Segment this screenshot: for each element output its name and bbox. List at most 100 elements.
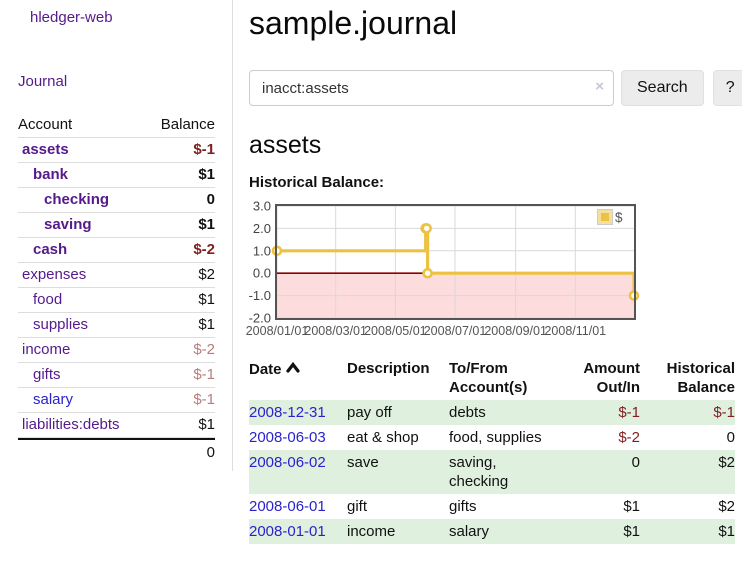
sidebar-account-supplies[interactable]: supplies — [33, 316, 89, 333]
col-header-amount: Amount Out/In — [583, 360, 640, 396]
page-title: sample.journal — [249, 5, 458, 41]
account-row: supplies $1 — [18, 313, 215, 338]
accounts-table-header: Account Balance — [18, 113, 215, 138]
sidebar-account-food[interactable]: food — [33, 291, 63, 308]
register-row[interactable]: 2008-06-03 eat & shop food, supplies $-2… — [249, 425, 735, 450]
account-balance: $1 — [198, 416, 215, 433]
account-balance: $1 — [198, 291, 215, 308]
account-balance: $1 — [198, 216, 215, 233]
transaction-amount: $-1 — [618, 404, 640, 421]
sidebar-account-gifts[interactable]: gifts — [33, 366, 61, 383]
sidebar-account-liabilities-debts[interactable]: liabilities:debts — [22, 416, 120, 433]
svg-text:1.0: 1.0 — [253, 243, 271, 258]
transaction-accounts: debts — [449, 404, 486, 421]
transaction-description: gift — [347, 498, 368, 515]
transaction-date-link[interactable]: 2008-06-03 — [249, 429, 326, 446]
account-row: saving $1 — [18, 213, 215, 238]
register-header-row: Date Description To/From Account(s) Amou… — [249, 357, 735, 400]
account-balance: $-1 — [193, 141, 215, 158]
account-row: bank $1 — [18, 163, 215, 188]
main-content: sample.journal × Search ? assets Histori… — [233, 0, 742, 544]
register-table: Date Description To/From Account(s) Amou… — [249, 357, 735, 544]
account-row: assets $-1 — [18, 138, 215, 163]
transaction-balance: $2 — [718, 454, 735, 471]
account-balance: 0 — [206, 191, 215, 208]
transaction-date-link[interactable]: 2008-01-01 — [249, 523, 326, 540]
accounts-table: Account Balance assets $-1 bank $1 check… — [18, 113, 215, 465]
sidebar-account-bank[interactable]: bank — [33, 166, 69, 183]
sidebar-item-journal[interactable]: Journal — [18, 73, 68, 90]
transaction-balance: $1 — [718, 523, 735, 540]
account-row: liabilities:debts $1 — [18, 413, 215, 438]
col-header-date[interactable]: Date — [249, 357, 347, 400]
app-layout: hledger-web Journal Account Balance asse… — [0, 0, 742, 544]
help-button[interactable]: ? — [712, 70, 742, 106]
svg-text:3.0: 3.0 — [253, 199, 271, 214]
sidebar-account-cash[interactable]: cash — [33, 241, 68, 258]
svg-text:2008/05/01: 2008/05/01 — [364, 324, 427, 338]
account-balance: $-1 — [193, 391, 215, 408]
transaction-description: income — [347, 523, 396, 540]
account-row: expenses $2 — [18, 263, 215, 288]
svg-text:2008/11/01: 2008/11/01 — [544, 324, 606, 338]
register-row[interactable]: 2008-06-02 save saving, checking 0 $2 — [249, 450, 735, 494]
svg-text:-1.0: -1.0 — [249, 288, 271, 303]
search-input[interactable] — [249, 70, 614, 106]
balance-header-label: Balance — [160, 116, 215, 133]
register-row[interactable]: 2008-12-31 pay off debts $-1 $-1 — [249, 400, 735, 425]
historical-balance-chart: $3.0 2.0 1.0 0.0 -1.0 -2.0 2008/01/01 2008/03/0… — [240, 199, 742, 344]
accounts-header-label: Account — [18, 116, 73, 133]
brand-link[interactable]: hledger-web — [30, 9, 113, 26]
svg-text:2008/03/01: 2008/03/01 — [304, 324, 367, 338]
sidebar-account-salary[interactable]: salary — [33, 391, 74, 408]
account-balance: $1 — [198, 166, 215, 183]
register-row[interactable]: 2008-06-01 gift gifts $1 $2 — [249, 494, 735, 519]
transaction-accounts: gifts — [449, 498, 477, 515]
svg-text:0.0: 0.0 — [253, 266, 271, 281]
col-header-description: Description — [347, 360, 430, 377]
search-button[interactable]: Search — [621, 70, 704, 106]
transaction-date-link[interactable]: 2008-06-02 — [249, 454, 326, 471]
transaction-balance: 0 — [726, 429, 735, 446]
transaction-balance: $-1 — [713, 404, 735, 421]
svg-text:$: $ — [615, 210, 623, 225]
col-header-balance: Historical Balance — [666, 360, 735, 396]
transaction-amount: $1 — [623, 498, 640, 515]
account-balance: $-1 — [193, 366, 215, 383]
sidebar: hledger-web Journal Account Balance asse… — [0, 0, 233, 471]
sidebar-account-expenses[interactable]: expenses — [22, 266, 87, 283]
account-balance: $2 — [198, 266, 215, 283]
transaction-date-link[interactable]: 2008-06-01 — [249, 498, 326, 515]
transaction-amount: $-2 — [618, 429, 640, 446]
register-row[interactable]: 2008-01-01 income salary $1 $1 — [249, 519, 735, 544]
account-row: income $-2 — [18, 338, 215, 363]
account-row: salary $-1 — [18, 388, 215, 413]
balance-chart-svg[interactable]: $3.0 2.0 1.0 0.0 -1.0 -2.02008/01/012008/03/0… — [240, 199, 710, 344]
transaction-accounts: food, supplies — [449, 429, 542, 446]
sidebar-account-checking[interactable]: checking — [44, 191, 110, 208]
col-header-accounts: To/From Account(s) — [449, 360, 528, 396]
svg-text:2.0: 2.0 — [253, 221, 271, 236]
svg-text:-2.0: -2.0 — [249, 311, 271, 326]
transaction-date-link[interactable]: 2008-12-31 — [249, 404, 326, 421]
svg-text:2008/01/01: 2008/01/01 — [246, 324, 309, 338]
svg-text:2008/07/01: 2008/07/01 — [424, 324, 487, 338]
account-row: food $1 — [18, 288, 215, 313]
accounts-total: 0 — [18, 438, 215, 465]
transaction-accounts: saving, checking — [449, 454, 509, 490]
transaction-description: eat & shop — [347, 429, 419, 446]
sidebar-account-saving[interactable]: saving — [44, 216, 92, 233]
sort-ascending-icon — [285, 359, 300, 378]
transaction-amount: $1 — [623, 523, 640, 540]
sidebar-account-income[interactable]: income — [22, 341, 71, 358]
chart-label: Historical Balance: — [249, 174, 385, 191]
search-form: × Search ? — [249, 70, 742, 106]
transaction-balance: $2 — [718, 498, 735, 515]
transaction-accounts: salary — [449, 523, 490, 540]
account-balance: $-2 — [193, 341, 215, 358]
sidebar-account-assets[interactable]: assets — [22, 141, 69, 158]
search-input-wrap: × — [249, 70, 614, 106]
clear-search-icon[interactable]: × — [595, 78, 604, 95]
transaction-description: pay off — [347, 404, 392, 421]
transaction-amount: 0 — [631, 454, 640, 471]
